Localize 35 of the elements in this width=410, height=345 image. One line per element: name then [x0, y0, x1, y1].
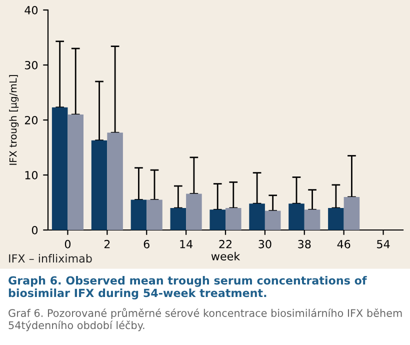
x-tick-label: 6: [144, 240, 150, 248]
bar: [68, 114, 84, 230]
bar: [288, 204, 304, 230]
caption: Graph 6. Observed mean trough serum concentrations of biosimilar IFX during 54-week treatment.: [8, 276, 367, 300]
bar: [210, 210, 226, 230]
bar: [264, 210, 281, 230]
x-tick-label: 2: [104, 240, 110, 248]
bar: [146, 200, 162, 230]
x-tick-label: 38: [298, 240, 311, 248]
x-tick-label: 14: [180, 240, 192, 248]
x-tick-label: 0: [64, 240, 71, 248]
y-tick-label: 40: [24, 6, 38, 14]
bar: [170, 208, 186, 230]
y-tick-label: 0: [32, 226, 38, 234]
y-tick-label: 10: [25, 170, 38, 180]
bar: [226, 208, 242, 230]
bar: [107, 132, 123, 230]
x-tick-label: 46: [337, 240, 350, 248]
x-tick-label: 22: [219, 240, 232, 248]
bar: [186, 194, 202, 230]
y-tick-label: 20: [24, 116, 38, 124]
bar: [130, 200, 147, 230]
y-axis-title: IFX trough [µg/mL]: [9, 75, 19, 165]
bar: [249, 204, 265, 230]
bar: [304, 210, 320, 230]
bar: [91, 140, 108, 230]
x-axis-title: week: [211, 252, 240, 260]
bar: [52, 107, 68, 230]
bar: [344, 197, 360, 230]
text: Graf 6. Pozorované průměrné sérové koncentrace biosimilárního IFX během 54týdenního období léčby.: [8, 308, 402, 332]
y-tick-label: 30: [24, 60, 38, 70]
text: IFX – infliximab: [9, 254, 92, 263]
x-tick-label: 30: [258, 240, 272, 248]
x-tick-label: 54: [377, 240, 390, 248]
bar: [328, 208, 344, 230]
